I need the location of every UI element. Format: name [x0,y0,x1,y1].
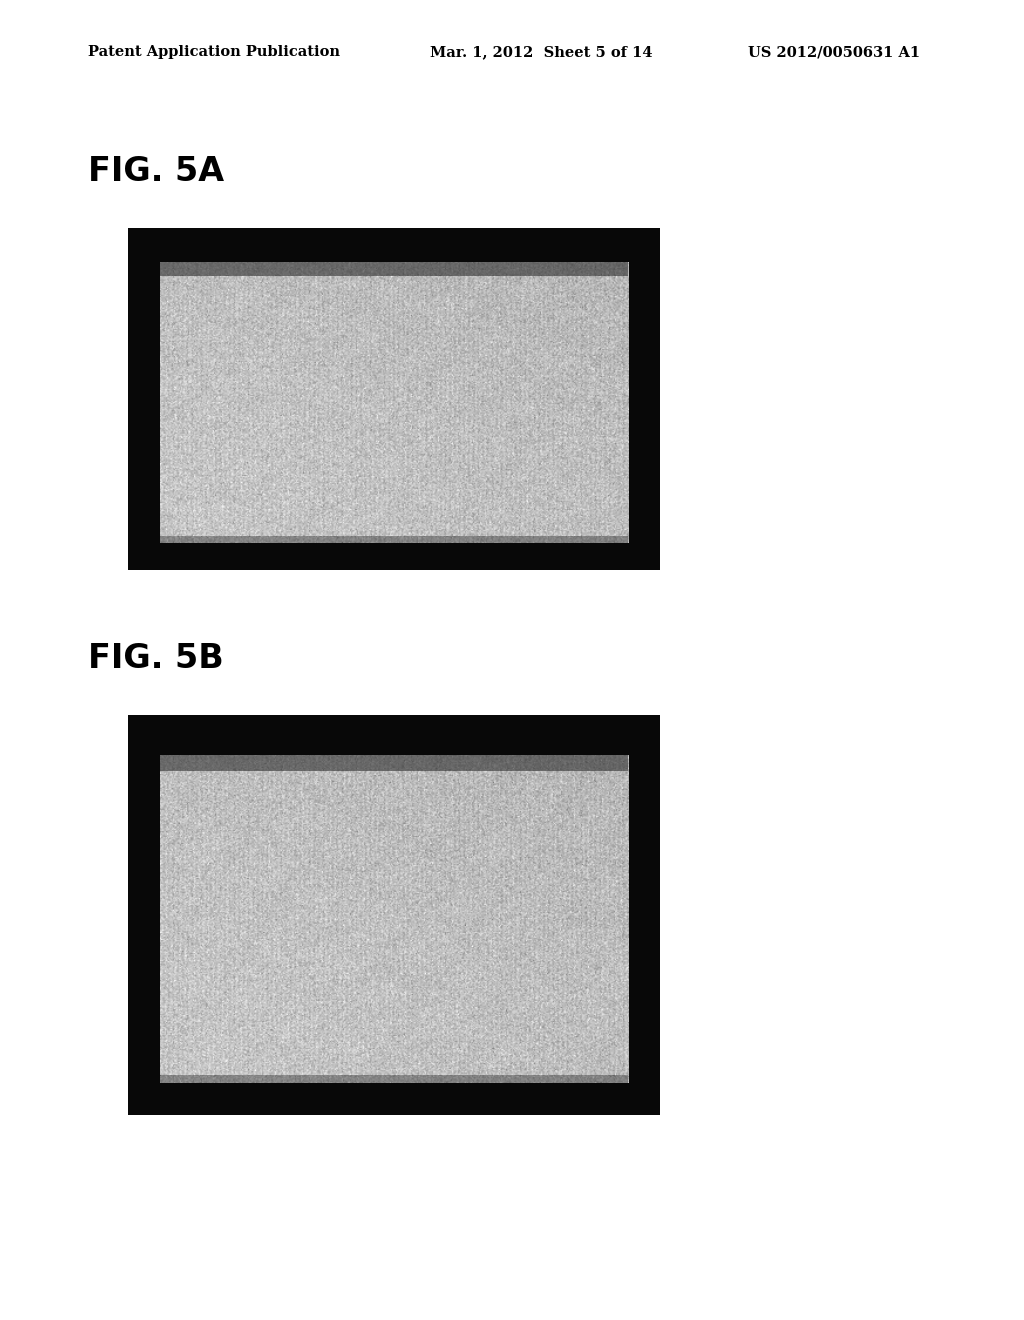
Bar [160,755,628,771]
Text: FIG. 5B: FIG. 5B [88,642,224,675]
Bar [160,536,628,543]
Text: US 2012/0050631 A1: US 2012/0050631 A1 [748,45,921,59]
Bar [160,1074,628,1082]
Text: FIG. 5A: FIG. 5A [88,154,224,187]
Bar [128,228,660,570]
Bar [128,715,660,1115]
Text: Mar. 1, 2012  Sheet 5 of 14: Mar. 1, 2012 Sheet 5 of 14 [430,45,652,59]
Text: Patent Application Publication: Patent Application Publication [88,45,340,59]
Bar [160,263,628,276]
